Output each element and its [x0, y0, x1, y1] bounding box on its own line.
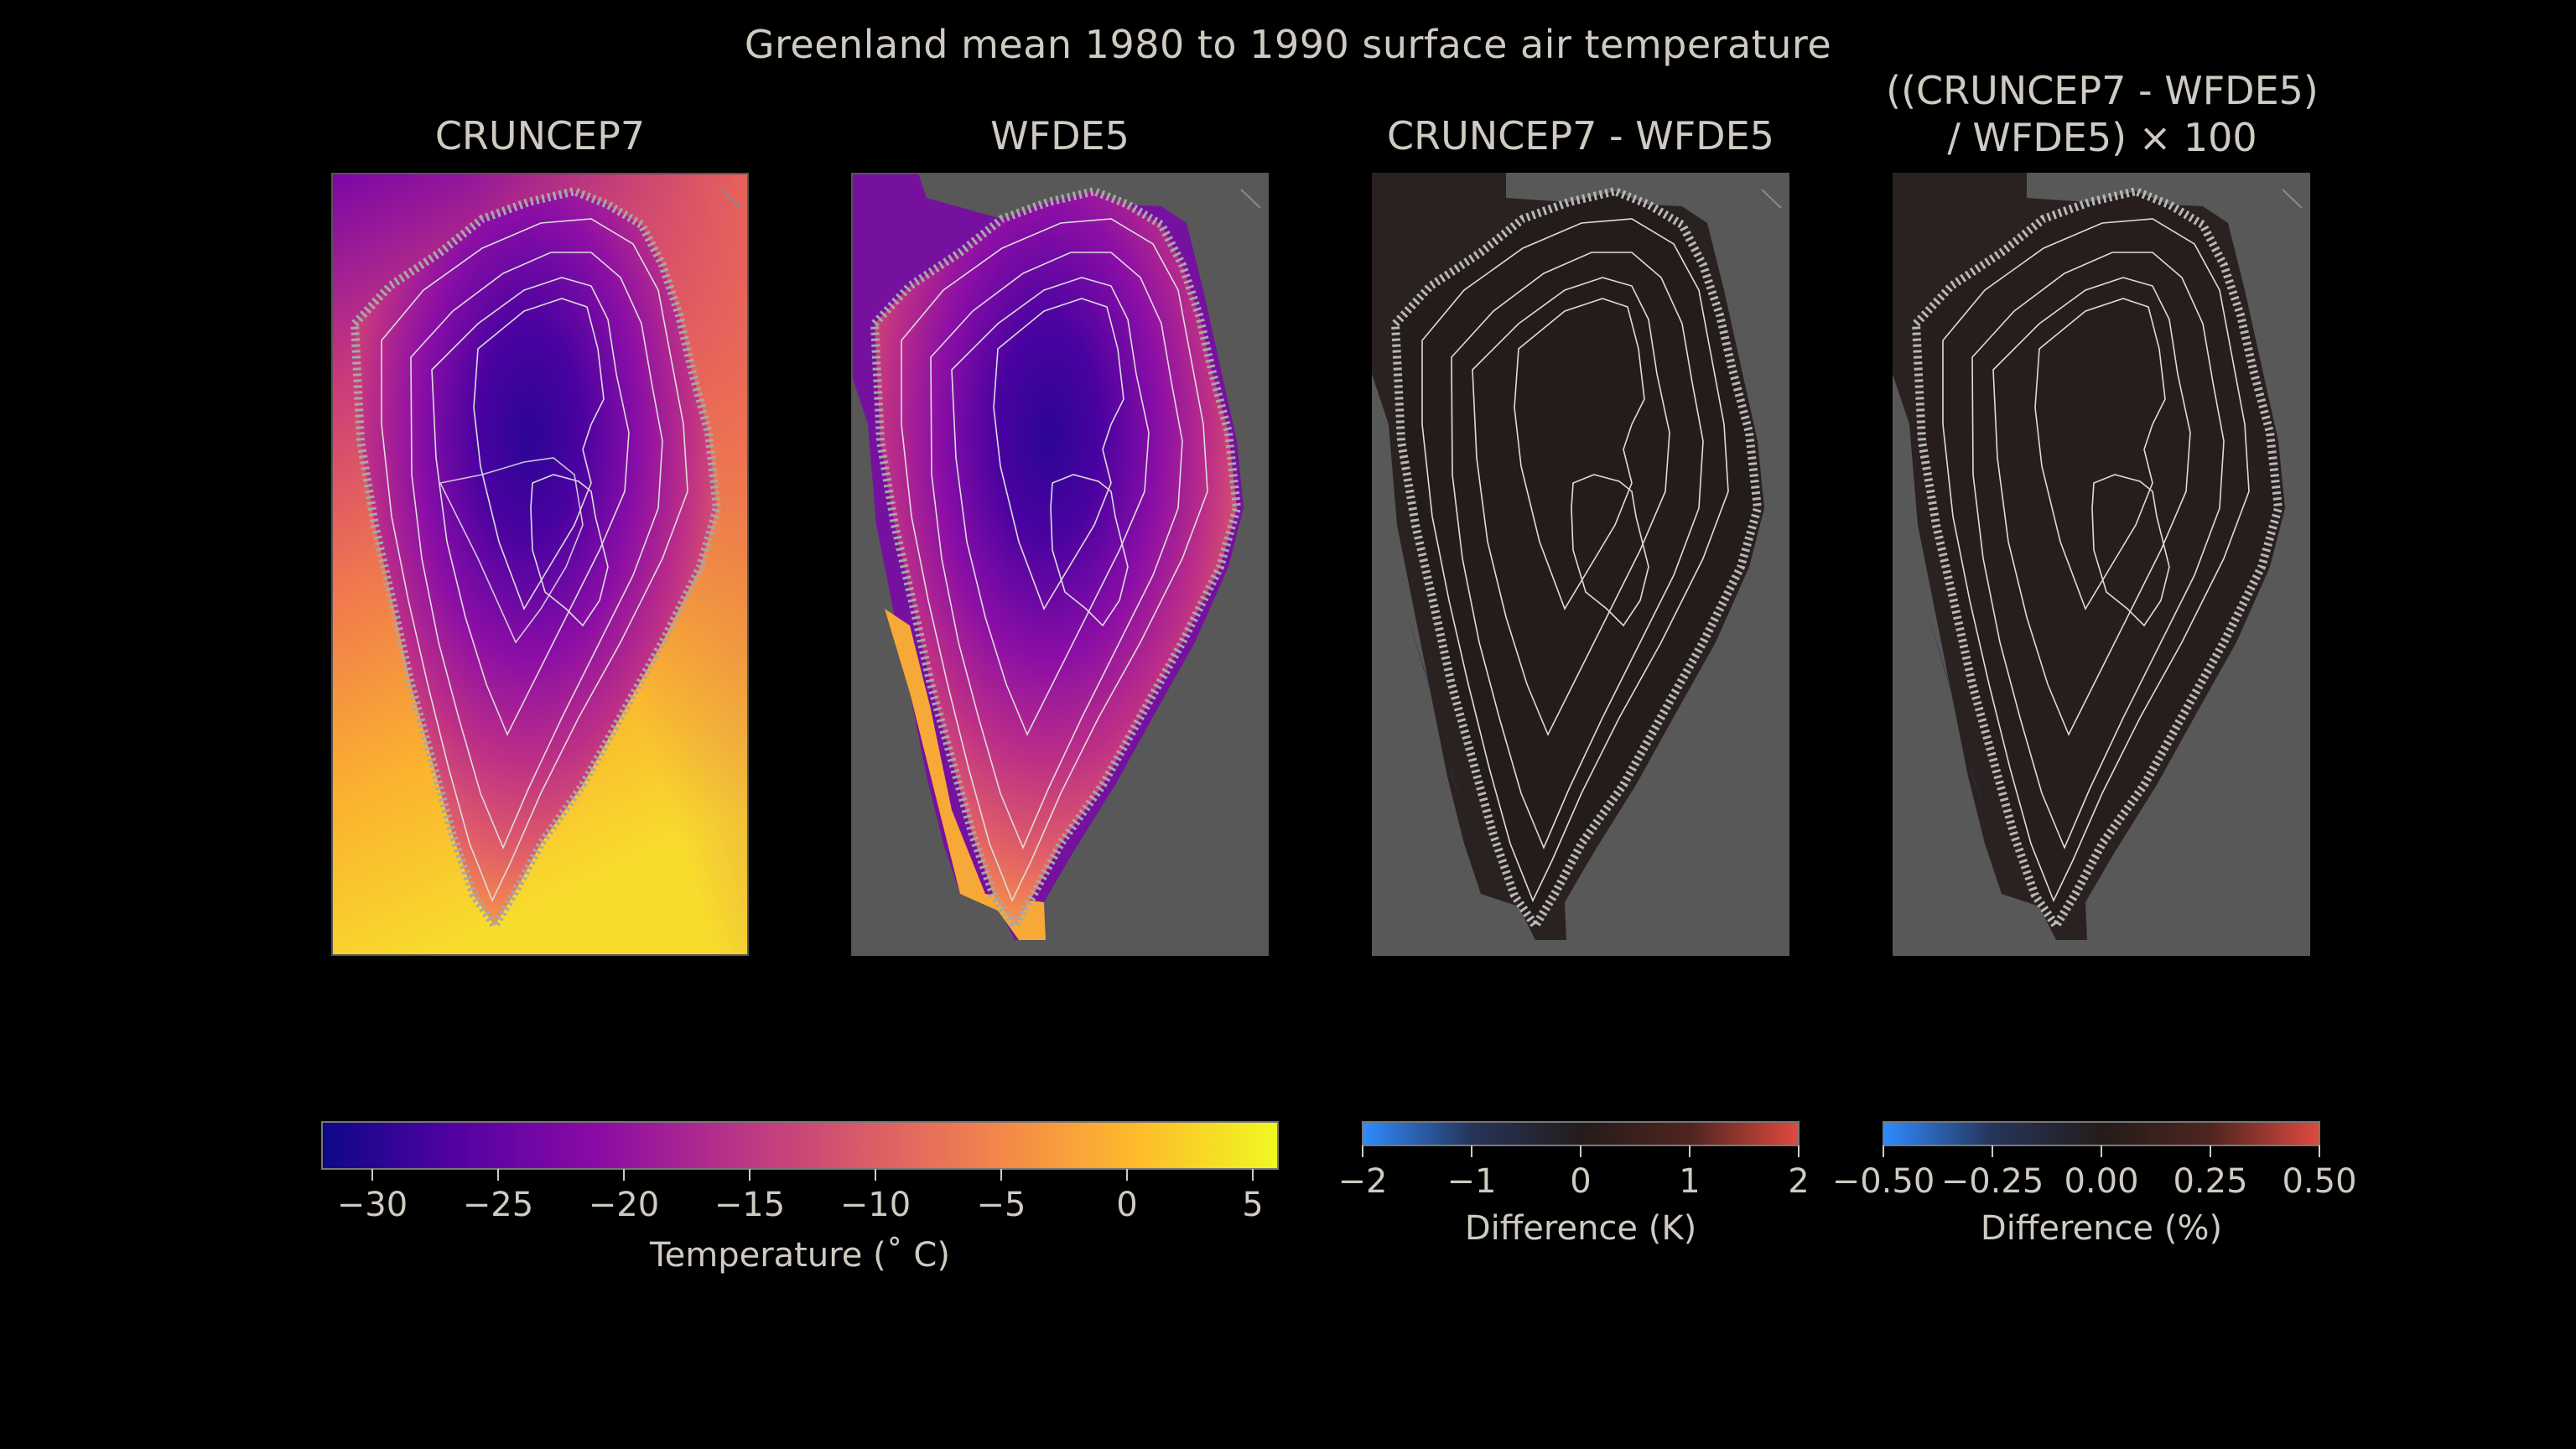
elevation-contours	[381, 218, 688, 902]
greenland-landmass	[1912, 187, 2283, 930]
panel-title-percent: ((CRUNCEP7 - WFDE5) / WFDE5) × 100	[1809, 67, 2396, 161]
colorbar-temperature	[321, 1121, 1279, 1170]
map-panel-percent-difference	[1893, 173, 2310, 956]
panel-title-wfde5: WFDE5	[990, 113, 1130, 158]
colorbar-temperature-tick-label: −25	[463, 1186, 533, 1224]
panel-title-percent-line2: / WFDE5) × 100	[1947, 115, 2257, 160]
colorbar-label-temperature: Temperature (˚ C)	[650, 1236, 950, 1275]
colorbar-percent-tick-label: −0.50	[1832, 1162, 1935, 1201]
colorbar-percent	[1883, 1121, 2320, 1146]
colorbar-percent-tick-label: 0.00	[2064, 1162, 2138, 1201]
colorbar-temperature-tick-label: −20	[589, 1186, 659, 1224]
colorbar-percent-tick-label: −0.25	[1941, 1162, 2044, 1201]
map-panel-difference	[1372, 173, 1789, 956]
figure-title: Greenland mean 1980 to 1990 surface air …	[744, 22, 1832, 67]
map-panel-cruncep7	[331, 173, 749, 956]
colorbar-percent-tick-label: 0.50	[2282, 1162, 2356, 1201]
colorbar-label-percent: Difference (%)	[1980, 1209, 2223, 1248]
greenland-landmass	[351, 187, 721, 930]
panel-title-cruncep7: CRUNCEP7	[434, 113, 646, 158]
elevation-contours	[1421, 218, 1729, 902]
panel-title-difference: CRUNCEP7 - WFDE5	[1387, 113, 1774, 158]
greenland-landmass	[870, 187, 1241, 930]
colorbar-difference-tick-label: 0	[1570, 1162, 1591, 1201]
colorbar-temperature-tick-label: 5	[1242, 1186, 1263, 1224]
colorbar-temperature-tick-label: −10	[840, 1186, 911, 1224]
colorbar-percent-tick-label: 0.25	[2173, 1162, 2247, 1201]
map-panel-wfde5	[851, 173, 1269, 956]
colorbar-temperature-tick-label: −15	[714, 1186, 785, 1224]
colorbar-difference-tick-label: −2	[1338, 1162, 1388, 1201]
colorbar-temperature-tick-label: 0	[1116, 1186, 1137, 1224]
colorbar-temperature-tick-label: −30	[337, 1186, 408, 1224]
colorbar-difference	[1362, 1121, 1800, 1146]
panel-title-percent-line1: ((CRUNCEP7 - WFDE5)	[1886, 68, 2319, 113]
colorbar-difference-tick-label: 1	[1679, 1162, 1700, 1201]
colorbar-label-difference: Difference (K)	[1464, 1209, 1697, 1248]
colorbar-difference-tick-label: 2	[1788, 1162, 1809, 1201]
elevation-contours	[1942, 218, 2250, 902]
colorbar-difference-tick-label: −1	[1447, 1162, 1497, 1201]
greenland-landmass	[1391, 187, 1762, 930]
elevation-contours	[901, 218, 1208, 902]
colorbar-temperature-tick-label: −5	[977, 1186, 1026, 1224]
